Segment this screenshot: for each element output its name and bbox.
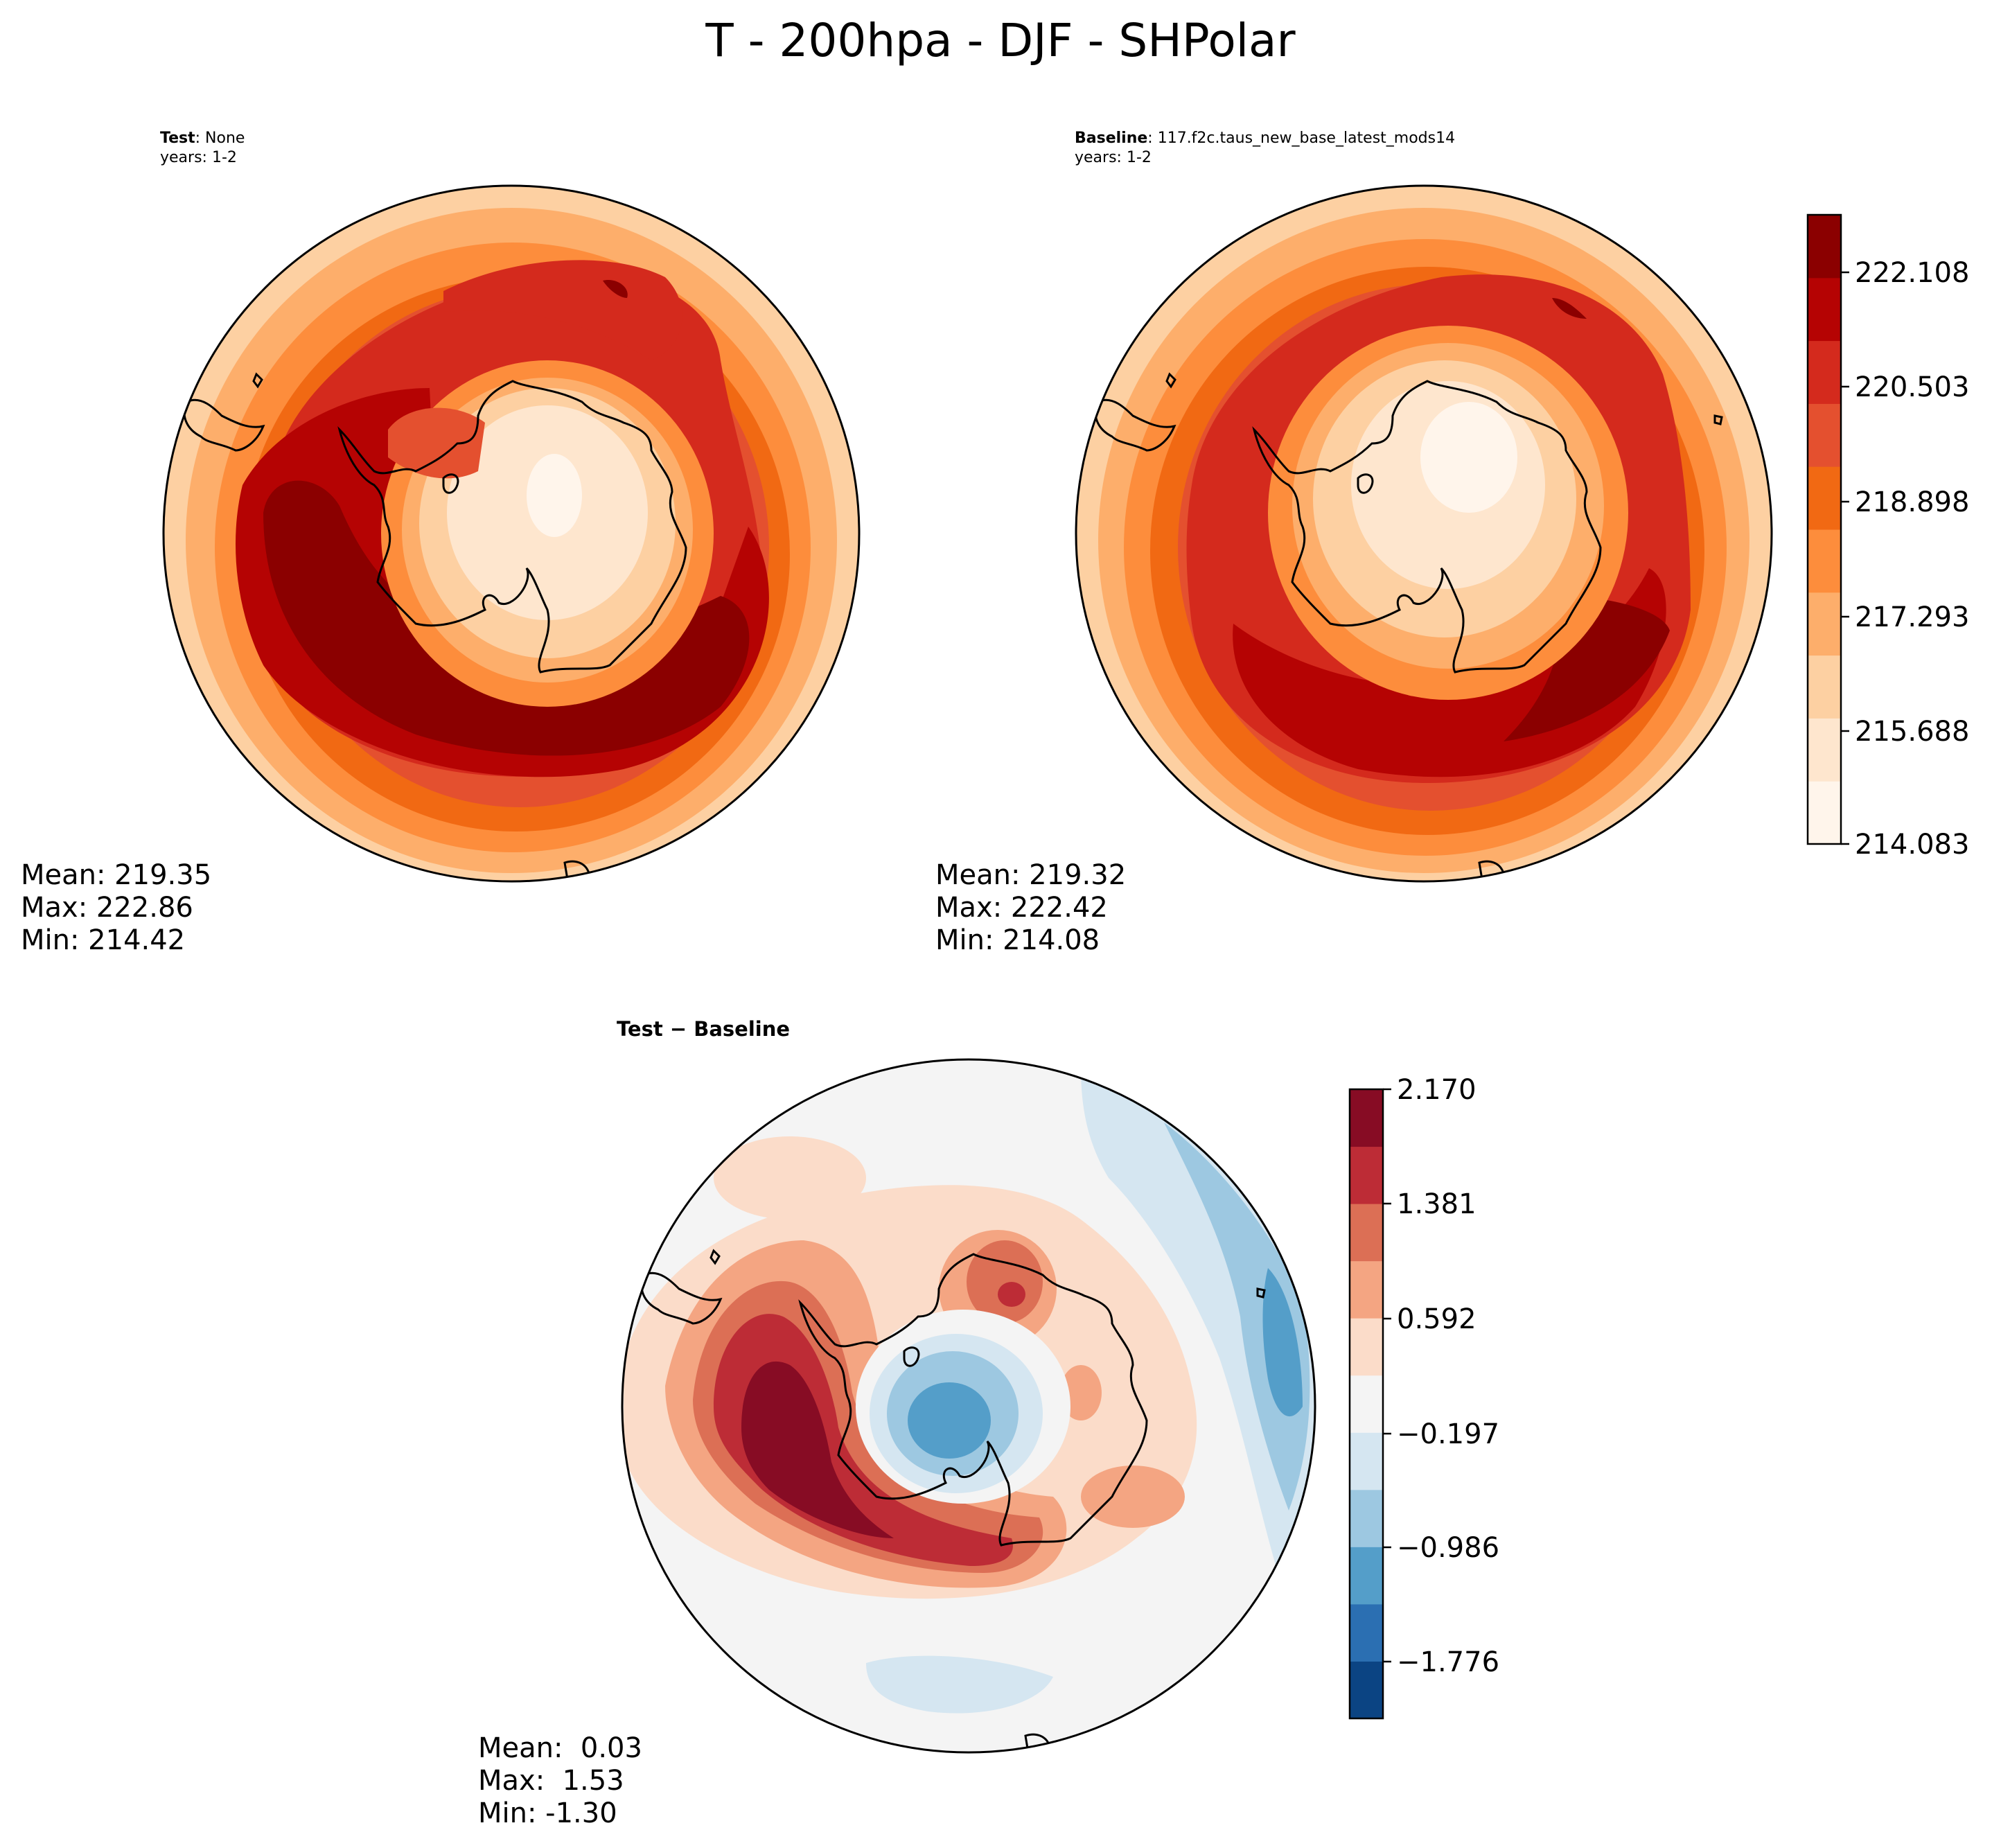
temperature-colorbar-segment bbox=[1808, 340, 1841, 404]
temperature-colorbar-segment bbox=[1808, 277, 1841, 342]
temperature-colorbar-segment bbox=[1808, 592, 1841, 656]
difference-colorbar-segment bbox=[1350, 1089, 1383, 1147]
test-stat-mean: Mean: 219.35 bbox=[21, 859, 212, 891]
temperature-colorbar-tick-label: 222.108 bbox=[1855, 257, 1969, 289]
difference-colorbar-segment bbox=[1350, 1432, 1383, 1490]
temperature-colorbar-tick-label: 217.293 bbox=[1855, 601, 1969, 633]
baseline-stat-max: Max: 222.42 bbox=[935, 892, 1108, 924]
difference-colorbar-segment bbox=[1350, 1661, 1383, 1719]
temperature-colorbar-tick-label: 220.503 bbox=[1855, 371, 1969, 403]
diff-panel-title: Test − Baseline bbox=[617, 1017, 791, 1041]
temperature-colorbar: 222.108 220.503 218.898 217.293 215.688 214.0… bbox=[1806, 213, 1969, 861]
temperature-colorbar-segment bbox=[1808, 529, 1841, 593]
test-panel-label: Test: None years: 1-2 bbox=[160, 129, 245, 168]
difference-colorbar-segment bbox=[1350, 1489, 1383, 1547]
baseline-label-bold: Baseline bbox=[1075, 130, 1148, 147]
temperature-colorbar-tick-label: 214.083 bbox=[1855, 829, 1969, 861]
difference-colorbar-tick-label: −1.776 bbox=[1397, 1646, 1499, 1678]
difference-colorbar-segment bbox=[1350, 1603, 1383, 1662]
test-label-bold: Test bbox=[160, 130, 195, 147]
baseline-map bbox=[1075, 184, 1773, 883]
test-stats: Mean: 219.35 Max: 222.86 Min: 214.42 bbox=[21, 859, 211, 957]
temperature-colorbar-segment bbox=[1808, 718, 1841, 782]
difference-colorbar-frame bbox=[1348, 1088, 1384, 1720]
diff-stat-max: Max: 1.53 bbox=[478, 1765, 624, 1797]
test-stat-max: Max: 222.86 bbox=[21, 892, 193, 924]
diff-stat-min: Min: -1.30 bbox=[478, 1797, 617, 1829]
difference-colorbar-segment bbox=[1350, 1146, 1383, 1204]
test-map bbox=[162, 184, 861, 883]
temperature-colorbar-tick-label: 215.688 bbox=[1855, 716, 1969, 748]
difference-colorbar-tick-label: −0.986 bbox=[1397, 1532, 1499, 1564]
temperature-colorbar-segment bbox=[1808, 403, 1841, 467]
baseline-label-value: : 117.f2c.taus_new_base_latest_mods14 bbox=[1147, 130, 1456, 147]
baseline-stat-mean: Mean: 219.32 bbox=[935, 859, 1127, 891]
test-stat-min: Min: 214.42 bbox=[21, 924, 186, 956]
difference-colorbar-segment bbox=[1350, 1260, 1383, 1319]
difference-colorbar-segment bbox=[1350, 1204, 1383, 1262]
temperature-colorbar-segment bbox=[1808, 655, 1841, 719]
temperature-colorbar-segment bbox=[1808, 781, 1841, 845]
baseline-years: years: 1-2 bbox=[1075, 149, 1152, 166]
difference-colorbar: 2.170 1.381 0.592 −0.197 −0.986 −1.776 bbox=[1348, 1074, 1499, 1720]
baseline-stat-min: Min: 214.08 bbox=[935, 924, 1100, 956]
difference-colorbar-tick-label: 1.381 bbox=[1397, 1188, 1476, 1220]
diff-stats: Mean: 0.03 Max: 1.53 Min: -1.30 bbox=[478, 1732, 642, 1830]
difference-colorbar-segment bbox=[1350, 1375, 1383, 1433]
difference-colorbar-tick-label: 0.592 bbox=[1397, 1303, 1476, 1335]
difference-colorbar-tick-label: −0.197 bbox=[1397, 1418, 1499, 1450]
difference-map bbox=[621, 1058, 1316, 1754]
difference-colorbar-segment bbox=[1350, 1547, 1383, 1605]
temperature-colorbar-segment bbox=[1808, 215, 1841, 279]
temperature-colorbar-frame bbox=[1806, 213, 1842, 845]
test-label-value: : None bbox=[195, 130, 245, 147]
figure-title: T - 200hpa - DJF - SHPolar bbox=[705, 14, 1296, 67]
baseline-stats: Mean: 219.32 Max: 222.42 Min: 214.08 bbox=[935, 859, 1126, 957]
difference-colorbar-tick-label: 2.170 bbox=[1397, 1074, 1476, 1106]
temperature-colorbar-segment bbox=[1808, 466, 1841, 530]
test-years: years: 1-2 bbox=[160, 149, 237, 166]
temperature-colorbar-tick-label: 218.898 bbox=[1855, 486, 1969, 518]
diff-stat-mean: Mean: 0.03 bbox=[478, 1732, 642, 1764]
difference-colorbar-segment bbox=[1350, 1318, 1383, 1376]
baseline-panel-label: Baseline: 117.f2c.taus_new_base_latest_m… bbox=[1075, 129, 1455, 168]
